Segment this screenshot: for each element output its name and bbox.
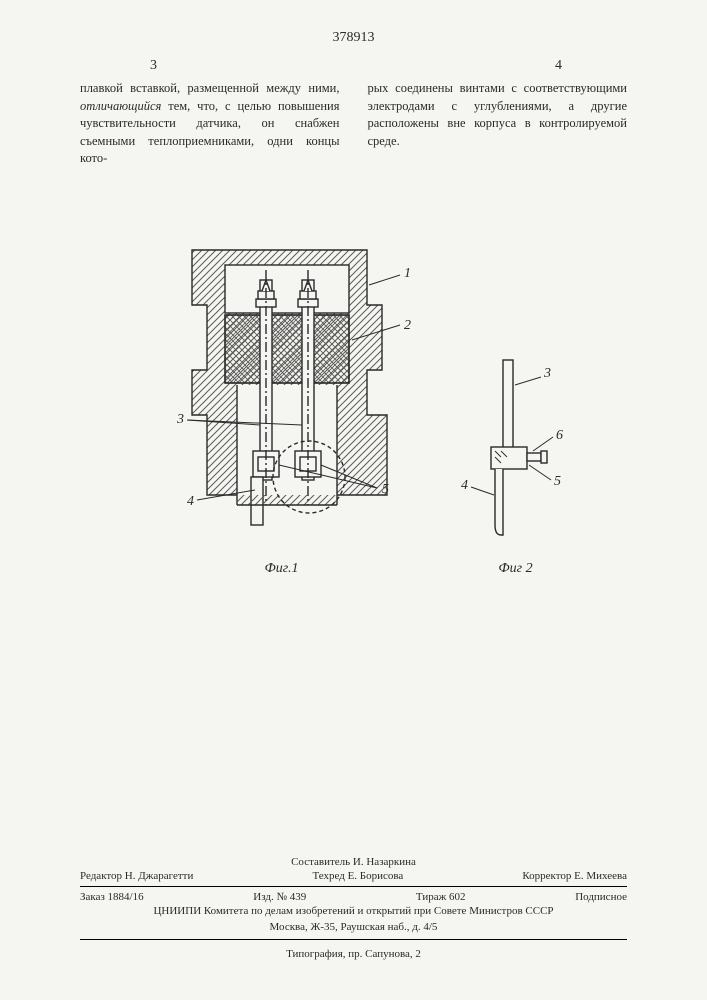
tirazh: Тираж 602 [416,891,466,903]
izd-no: Изд. № 439 [253,891,306,903]
techred: Техред Е. Борисова [312,870,403,882]
org-line1: ЦНИИПИ Комитета по делам изобретений и о… [80,903,627,919]
fig1-label-5: 5 [382,482,389,497]
left-column: плавкой вставкой, размещенной между ними… [80,80,340,168]
corrector: Корректор Е. Михеева [522,870,627,882]
footer-credits: Редактор Н. Джарагетти Техред Е. Борисов… [80,870,627,882]
org-line2: Москва, Ж-35, Раушская наб., д. 4/5 [80,919,627,935]
right-text: рых соединены винтами с соответствующими… [368,81,628,148]
editor: Редактор Н. Джарагетти [80,870,193,882]
fig1-label-3: 3 [176,412,184,427]
footer-printrun: Заказ 1884/16 Изд. № 439 Тираж 602 Подпи… [80,891,627,903]
figure-2-caption: Фиг 2 [461,561,571,577]
imprint-footer: Составитель И. Назаркина Редактор Н. Джа… [80,854,627,960]
column-number-left: 3 [150,58,157,74]
fig2-label-4: 4 [461,478,468,493]
figure-1: 1 2 3 4 5 Фиг.1 [137,245,427,577]
column-number-right: 4 [555,58,562,74]
left-text-1: плавкой вставкой, размещенной между ними… [80,81,340,95]
left-text-em: отличающийся [80,99,161,113]
figures-area: 1 2 3 4 5 Фиг.1 [0,245,707,577]
fig1-label-2: 2 [404,318,411,333]
typography-line: Типография, пр. Сапунова, 2 [80,944,627,960]
subscription: Подписное [575,891,627,903]
fig2-label-6: 6 [556,428,563,443]
fig1-label-1: 1 [404,266,411,281]
compiled-by: Составитель И. Назаркина [80,854,627,870]
figure-1-caption: Фиг.1 [137,561,427,577]
right-column: рых соединены винтами с соответствующими… [368,80,628,168]
patent-number: 378913 [0,30,707,46]
fig2-label-3: 3 [543,366,551,381]
fig1-label-4: 4 [187,494,194,509]
figure-2: 3 6 5 4 Фиг 2 [461,355,571,577]
fig2-label-5: 5 [554,474,561,489]
order-no: Заказ 1884/16 [80,891,144,903]
body-text: плавкой вставкой, размещенной между ними… [80,80,627,168]
